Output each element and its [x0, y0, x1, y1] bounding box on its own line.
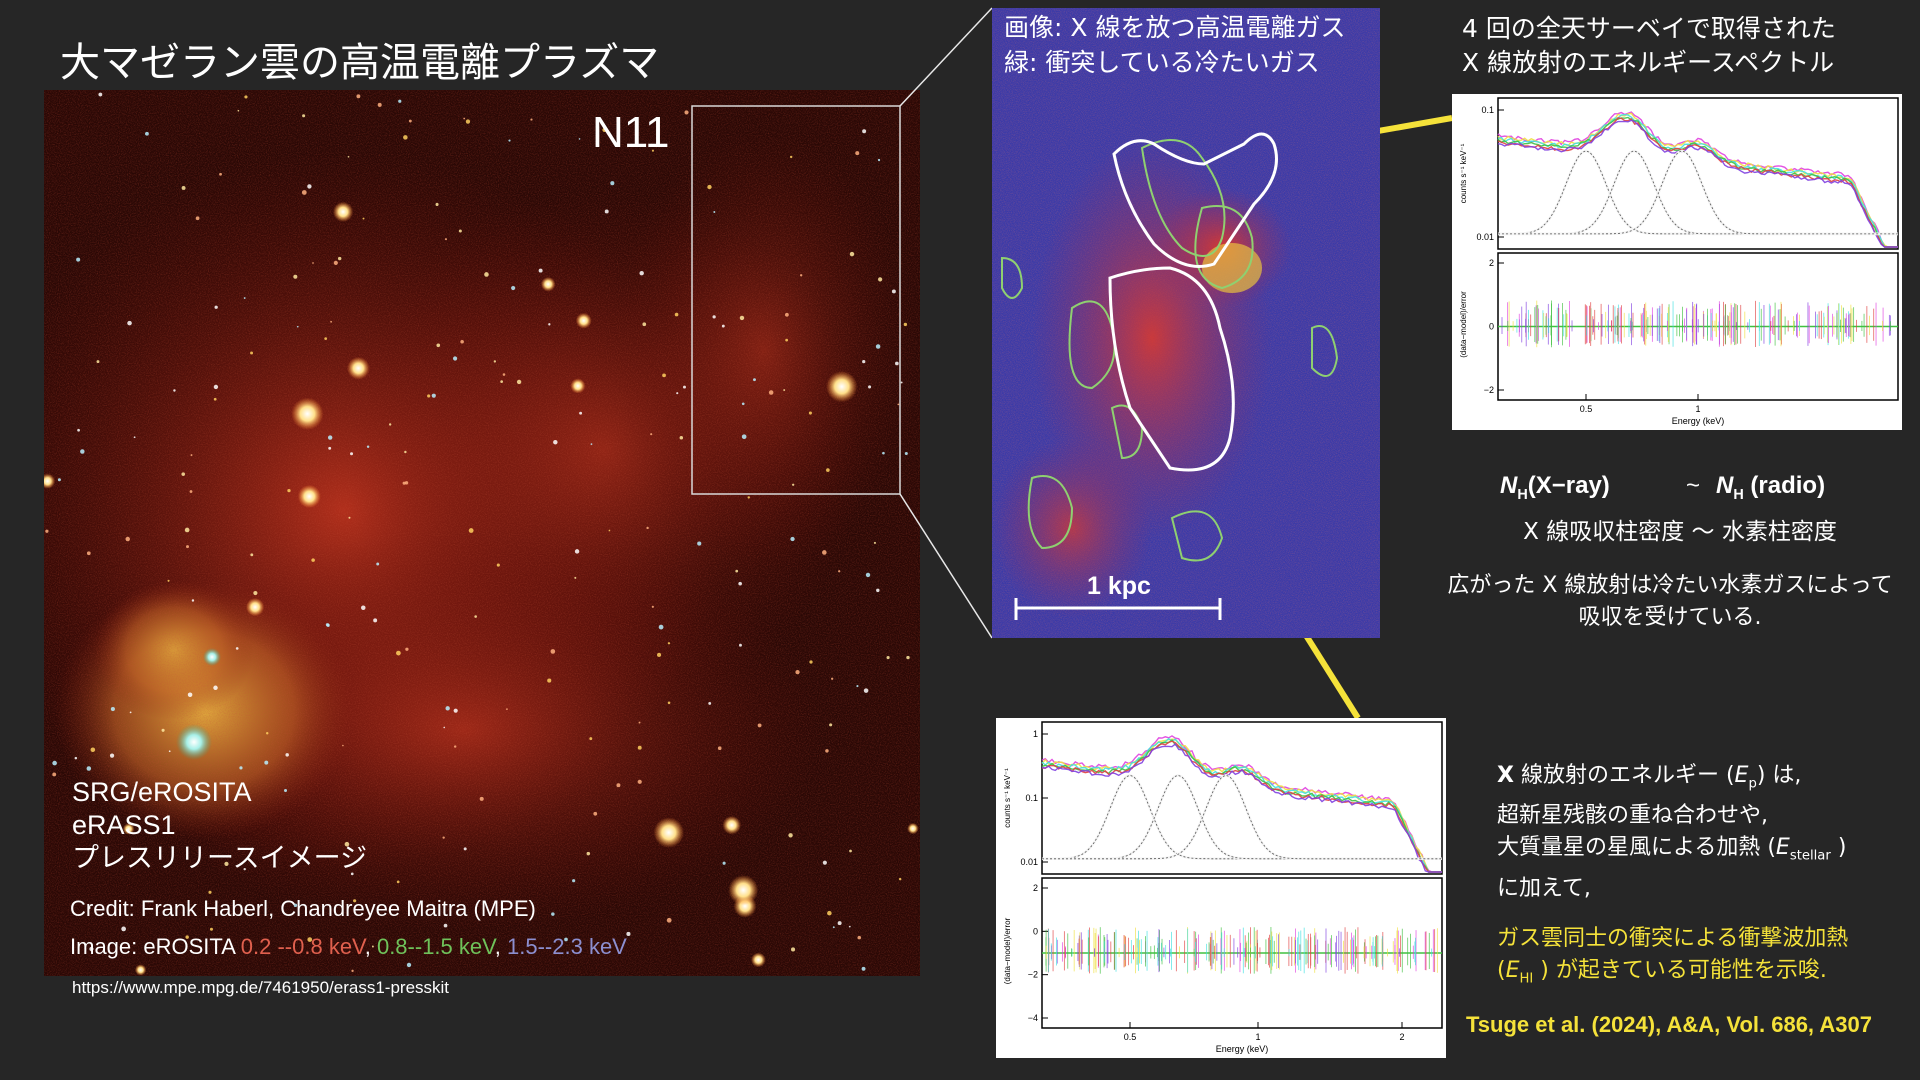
nh-symbol: N [1500, 472, 1518, 499]
energy-line-1: X 線放射のエネルギー (Ep) は, [1497, 760, 1848, 800]
ytick-bottom: 2 [1489, 258, 1494, 268]
image-prefix: Image: eROSITA [70, 934, 241, 959]
band-soft: 0.2 --0.8 keV [240, 934, 365, 959]
band-sep: , [494, 934, 508, 959]
nh-sub: H [1517, 486, 1528, 503]
nh-radio: NH (radio) [1716, 472, 1825, 503]
nh-suffix: (radio) [1743, 472, 1826, 499]
zoom-caption-line-1: 画像: X 線を放つ高温電離ガス [1004, 13, 1346, 42]
energy-line-5: ガス雲同士の衝突による衝撃波加熱 [1497, 925, 1849, 951]
zoom-caption-line-2: 緑: 衝突している冷たいガス [1004, 48, 1320, 77]
credit-line-1: SRG/eROSITA [72, 777, 252, 807]
absorption-statement: 広がった X 線放射は冷たい水素ガスによって 吸収を受けている. [1420, 570, 1920, 634]
x-bold: X [1497, 763, 1514, 788]
spectrum-caption: 4 回の全天サーベイで取得された X 線放射のエネルギースペクトル [1462, 12, 1836, 80]
energy-interpretation: X 線放射のエネルギー (Ep) は, 超新星残骸の重ね合わせや, 大質量星の星… [1497, 760, 1848, 995]
tilde: ~ [1686, 472, 1701, 499]
nh-sub: H [1733, 486, 1744, 503]
ylabel-bottom: (data−model)/error [1003, 917, 1012, 984]
band-medium: 0.8--1.5 keV [376, 934, 495, 959]
n11-region-box [691, 105, 901, 495]
lmc-xray-image [44, 90, 920, 976]
n11-label: N11 [592, 108, 670, 157]
ylabel-top: counts s⁻¹ keV⁻¹ [1003, 768, 1012, 828]
ytick-top: 0.1 [1481, 105, 1494, 115]
source-url[interactable]: https://www.mpe.mpg.de/7461950/erass1-pr… [72, 978, 450, 997]
ytick-bottom: 0 [1033, 926, 1038, 936]
white-region-outlines [1108, 132, 1278, 472]
credit-block: SRG/eROSITA eRASS1 プレスリリースイメージ [72, 776, 367, 875]
spectrum-series [1041, 742, 1442, 873]
band-hard: 1.5--2.3 keV [507, 934, 627, 959]
energy-line-3: 大質量星の星風による加熱 (Estellar ) [1497, 832, 1848, 872]
absorption-line-2: 吸収を受けている. [1578, 605, 1762, 630]
green-contours [1001, 139, 1339, 562]
n11-zoom-image [992, 8, 1380, 638]
nh-symbol: N [1716, 472, 1734, 499]
ytick-bottom: −2 [1484, 385, 1494, 395]
spectrum-series [1041, 737, 1442, 873]
absorption-line-1: 広がった X 線放射は冷たい水素ガスによって [1447, 573, 1893, 598]
nh-xray: NH(X−ray) [1500, 472, 1610, 503]
xtick: 0.5 [1124, 1032, 1137, 1042]
image-credit: Credit: Frank Haberl, Chandreyee Maitra … [70, 896, 536, 921]
energy-line-6: (EHI ) が起きている可能性を示唆. [1497, 955, 1848, 995]
ytick-top: 1 [1033, 729, 1038, 739]
nh-suffix: (X−ray) [1527, 472, 1610, 499]
xtick: 2 [1399, 1032, 1404, 1042]
column-density-jp: X 線吸収柱密度 〜 水素柱密度 [1523, 519, 1837, 545]
ytick-bottom: 0 [1489, 322, 1494, 332]
xtick: 1 [1695, 404, 1700, 414]
xlabel: Energy (keV) [1216, 1044, 1269, 1054]
ytick-top: 0.01 [1476, 232, 1494, 242]
spectrum-series [1497, 119, 1898, 248]
spectrum-caption-line-2: X 線放射のエネルギースペクトル [1462, 48, 1835, 77]
ytick-bottom: 2 [1033, 883, 1038, 893]
energy-line-4: に加えて, [1497, 875, 1591, 901]
zoom-caption: 画像: X 線を放つ高温電離ガス 緑: 衝突している冷たいガス [1004, 10, 1345, 80]
scale-bar-label: 1 kpc [1087, 572, 1151, 600]
energy-line-2: 超新星残骸の重ね合わせや, [1497, 803, 1768, 829]
text-part: ( [1497, 957, 1506, 983]
energy-bands-line: Image: eROSITA 0.2 --0.8 keV, 0.8--1.5 k… [70, 934, 627, 960]
math-symbol: E [1775, 835, 1790, 861]
xtick: 0.5 [1580, 404, 1593, 414]
ytick-bottom: −4 [1028, 1013, 1038, 1023]
xtick: 1 [1255, 1032, 1260, 1042]
text-part: ) [1830, 835, 1847, 861]
ytick-top: 0.01 [1020, 857, 1038, 867]
ytick-top: 0.1 [1025, 793, 1038, 803]
text-part: ) が起きている可能性を示唆. [1533, 957, 1827, 983]
reference-citation[interactable]: Tsuge et al. (2024), A&A, Vol. 686, A307 [1466, 1012, 1872, 1037]
spectrum-caption-line-1: 4 回の全天サーベイで取得された [1462, 14, 1836, 43]
spectrum-plot-top: counts s⁻¹ keV⁻¹ (data−model)/error Energy… [1452, 94, 1902, 430]
ytick-bottom: −2 [1028, 970, 1038, 980]
text-part: ) は, [1756, 763, 1802, 788]
ylabel-bottom: (data−model)/error [1459, 291, 1468, 358]
xlabel: Energy (keV) [1672, 416, 1725, 426]
spectrum-series [1497, 111, 1898, 248]
math-symbol: E [1505, 957, 1520, 983]
math-sub: p [1748, 776, 1757, 792]
text-part: 線放射のエネルギー ( [1513, 763, 1735, 788]
math-sub: HI [1519, 971, 1534, 987]
credit-line-2: eRASS1 [72, 810, 176, 840]
text-part: 大質量星の星風による加熱 ( [1497, 835, 1776, 861]
band-sep: , [364, 934, 377, 959]
math-symbol: E [1734, 763, 1749, 788]
credit-line-3: プレスリリースイメージ [72, 843, 368, 873]
spectrum-plot-bottom: counts s⁻¹ keV⁻¹ (data−model)/error Energy… [996, 718, 1446, 1058]
math-sub: stellar [1789, 848, 1831, 864]
slide-title: 大マゼラン雲の高温電離プラズマ [60, 40, 660, 86]
ylabel-top: counts s⁻¹ keV⁻¹ [1459, 143, 1468, 203]
